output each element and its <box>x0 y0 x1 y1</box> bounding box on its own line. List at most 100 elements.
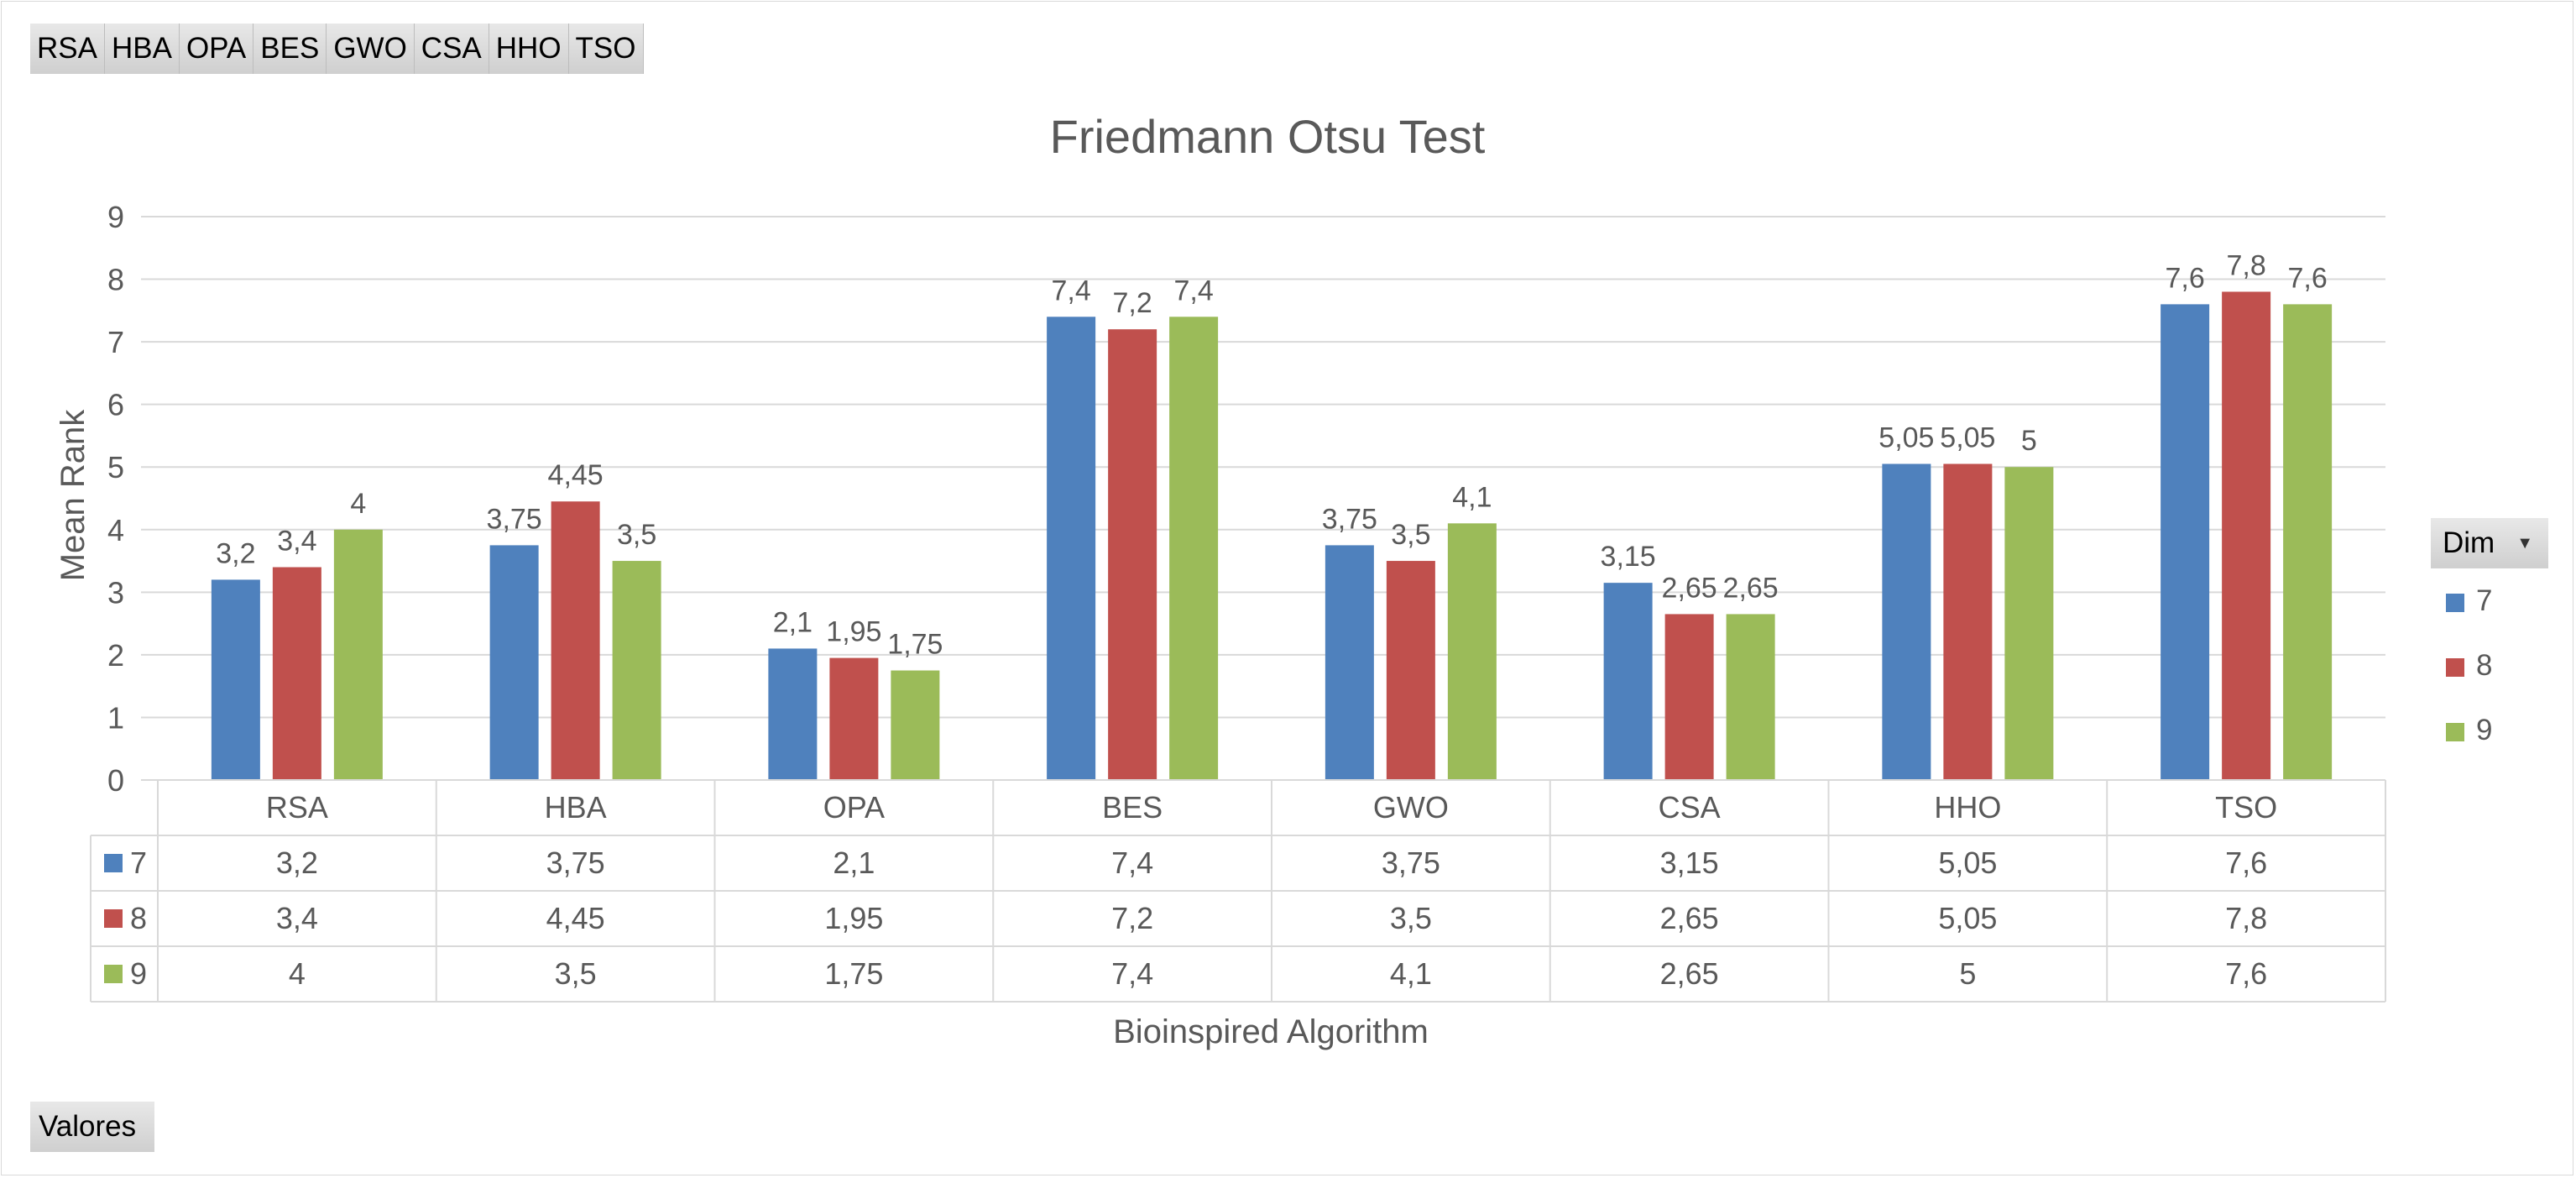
data-label: 7,8 <box>2226 249 2265 281</box>
bar-opa-dim-9 <box>891 670 940 780</box>
bar-rsa-dim-8 <box>272 567 321 780</box>
table-cell: 3,5 <box>555 956 597 991</box>
data-labels: 3,2 3,44 3,754,453,52,1 1,95 1,757,4 7,2 7,43,… <box>216 249 2328 660</box>
pivot-field-hba[interactable]: HBA <box>104 24 180 74</box>
bar-hho-dim-9 <box>2004 467 2054 780</box>
x-category-label: RSA <box>266 790 328 825</box>
y-axis-label: Mean Rank <box>55 409 91 582</box>
y-tick-label: 4 <box>107 513 124 547</box>
table-cell: 3,75 <box>1382 846 1440 880</box>
data-label: 1,75 <box>887 629 943 661</box>
data-label: 4 <box>350 488 366 520</box>
bar-csa-dim-8 <box>1664 614 1714 780</box>
pivot-field-opa[interactable]: OPA <box>179 24 254 74</box>
x-category-label: HHO <box>1934 790 2001 825</box>
y-tick-label: 5 <box>107 450 124 484</box>
bar-csa-dim-7 <box>1603 583 1653 780</box>
data-label: 1,95 <box>826 616 881 648</box>
data-label: 4,1 <box>1452 481 1492 513</box>
legend-label: 8 <box>2476 649 2493 682</box>
table-cell: 3,4 <box>276 901 318 935</box>
bar-hba-dim-8 <box>551 501 600 780</box>
bar-bes-dim-9 <box>1169 317 1219 780</box>
table-series-name: 8 <box>130 901 147 935</box>
table-cell: 1,75 <box>824 956 883 991</box>
data-label: 3,75 <box>487 503 542 535</box>
y-tick-label: 8 <box>107 263 124 297</box>
legend-label: 9 <box>2476 714 2493 746</box>
data-label: 3,5 <box>1391 519 1430 551</box>
data-label: 7,6 <box>2165 262 2204 294</box>
table-cell: 3,75 <box>546 846 605 880</box>
table-cell: 2,65 <box>1660 901 1719 935</box>
data-label: 2,65 <box>1662 572 1717 604</box>
table-cell: 2,65 <box>1660 956 1719 991</box>
data-label: 3,2 <box>216 537 255 569</box>
y-tick-label: 1 <box>107 700 124 735</box>
bar-tso-dim-8 <box>2222 291 2271 780</box>
legend-title: Dim <box>2443 526 2495 559</box>
bar-gwo-dim-7 <box>1325 545 1374 780</box>
dropdown-arrow-icon: ▼ <box>2516 534 2533 552</box>
y-tick-label: 0 <box>107 763 124 798</box>
data-label: 5,05 <box>1940 421 1995 453</box>
x-axis-label: Bioinspired Algorithm <box>1113 1013 1429 1050</box>
data-label: 5,05 <box>1878 421 1934 453</box>
legend-swatch <box>2446 593 2464 612</box>
data-label: 2,1 <box>773 606 813 638</box>
legend-swatch <box>2446 722 2464 741</box>
table-cell: 7,4 <box>1111 956 1153 991</box>
bar-csa-dim-9 <box>1726 614 1775 780</box>
legend-dim-filter-button[interactable]: Dim ▼ <box>2431 518 2548 568</box>
bar-tso-dim-9 <box>2283 304 2333 780</box>
bar-opa-dim-7 <box>768 648 818 780</box>
legend-item-7: 7 <box>2446 584 2492 618</box>
data-label: 4,45 <box>548 459 604 491</box>
pivot-field-gwo[interactable]: GWO <box>327 24 415 74</box>
y-tick-label: 6 <box>107 388 124 422</box>
y-axis-ticks: 0 1 2 3 4 5 6 7 8 9 <box>107 200 124 798</box>
table-cell: 7,2 <box>1111 901 1153 935</box>
bar-tso-dim-7 <box>2161 304 2210 780</box>
data-label: 7,2 <box>1112 287 1152 319</box>
data-label: 3,75 <box>1322 503 1377 535</box>
data-label: 7,4 <box>1173 275 1213 306</box>
table-cell: 1,95 <box>824 901 883 935</box>
x-category-label: GWO <box>1373 790 1449 825</box>
y-tick-label: 3 <box>107 575 124 610</box>
x-category-label: TSO <box>2215 790 2277 825</box>
table-cell: 7,6 <box>2225 846 2267 880</box>
bar-hba-dim-9 <box>612 561 661 780</box>
pivot-field-buttons: RSA HBA OPA BES GWO CSA HHO TSO <box>30 24 644 74</box>
bar-gwo-dim-8 <box>1386 561 1435 780</box>
pivot-field-tso[interactable]: TSO <box>568 24 644 74</box>
bar-opa-dim-8 <box>829 657 879 780</box>
legend-item-8: 8 <box>2446 649 2492 683</box>
bar-bes-dim-7 <box>1047 317 1096 780</box>
values-field-button[interactable]: Valores <box>30 1102 154 1152</box>
table-cell: 7,8 <box>2225 901 2267 935</box>
table-cell: 5 <box>1959 956 1976 991</box>
table-cell: 4,1 <box>1390 956 1432 991</box>
x-category-label: BES <box>1102 790 1163 825</box>
pivot-field-bes[interactable]: BES <box>253 24 327 74</box>
data-label: 2,65 <box>1723 572 1779 604</box>
bar-rsa-dim-9 <box>333 529 383 780</box>
data-table: RSA HBA OPA BES GWO CSA HHO TSO 7 3,2 3,75 2,1 7,4 3,… <box>90 779 2386 1003</box>
table-cell: 7,6 <box>2225 956 2267 991</box>
data-label: 3,15 <box>1601 541 1656 573</box>
table-cell: 2,1 <box>833 846 875 880</box>
bar-gwo-dim-9 <box>1447 523 1497 780</box>
table-cell: 3,5 <box>1390 901 1432 935</box>
pivot-field-hho[interactable]: HHO <box>489 24 569 74</box>
table-cell: 3,2 <box>276 846 318 880</box>
pivot-field-csa[interactable]: CSA <box>414 24 489 74</box>
bar-hho-dim-8 <box>1943 463 1993 780</box>
table-legend-key <box>104 965 123 983</box>
table-cell: 3,15 <box>1660 846 1719 880</box>
table-cell: 5,05 <box>1938 846 1997 880</box>
bar-hho-dim-7 <box>1882 463 1931 780</box>
pivot-field-rsa[interactable]: RSA <box>30 24 105 74</box>
